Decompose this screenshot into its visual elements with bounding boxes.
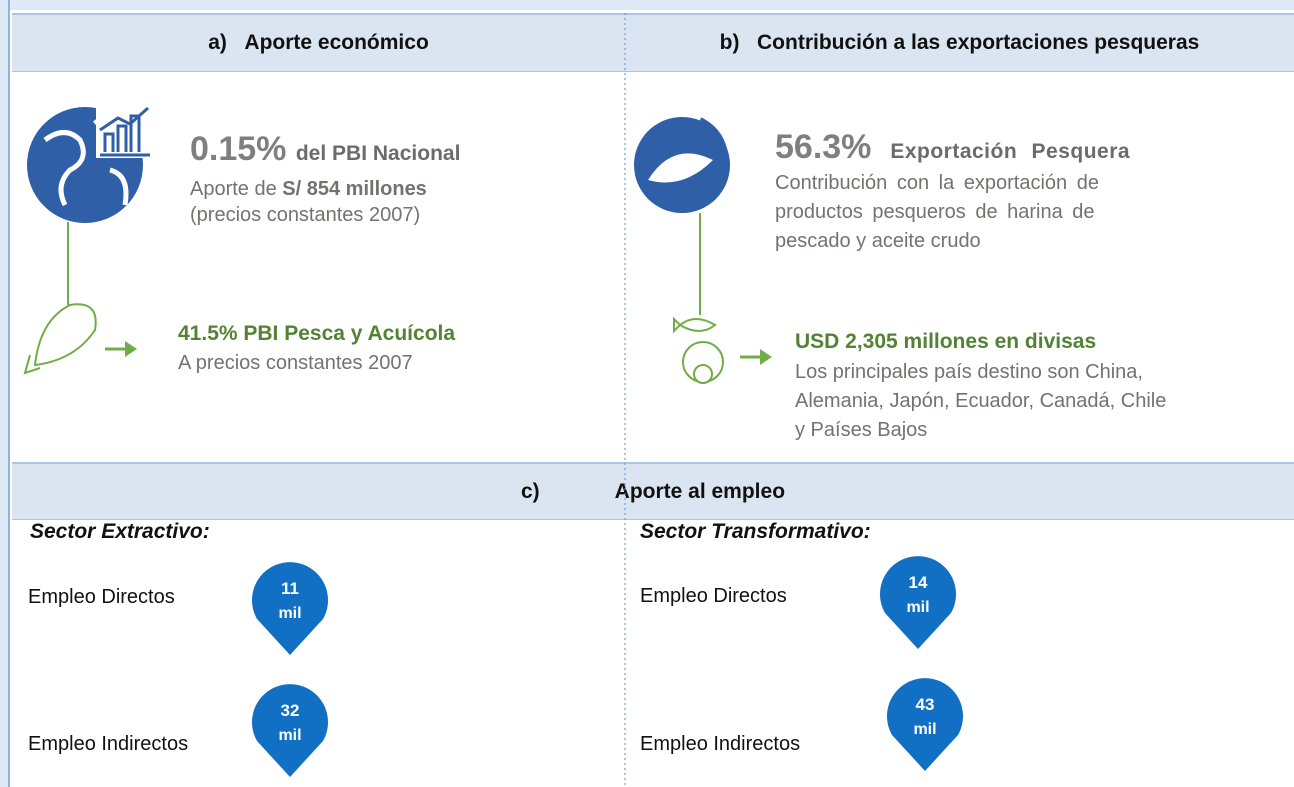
- sector-name: Sector Transformativo:: [640, 520, 871, 543]
- figure-value: 0.15%: [190, 130, 287, 168]
- figure-label: del PBI Nacional: [295, 142, 461, 165]
- line: y Países Bajos: [795, 419, 928, 441]
- letter: b): [719, 31, 740, 54]
- line: productos pesqueros de harina de: [775, 201, 1095, 223]
- line: Aporte de S/ 854 millones: [190, 178, 427, 201]
- title: Contribución a las exportaciones pesquer…: [757, 31, 1200, 54]
- pin: 43 mil: [887, 678, 963, 771]
- top-border: [0, 0, 1294, 10]
- item-label: Empleo Indirectos: [640, 733, 801, 755]
- pin-shape: [252, 562, 328, 655]
- line: pescado y aceite crudo: [775, 230, 981, 252]
- fish-globe-icon: [634, 117, 730, 213]
- figure-value: 56.3%: [775, 128, 872, 166]
- letter: c): [520, 479, 540, 503]
- title: Aporte al empleo: [614, 479, 786, 503]
- pin: 11 mil: [252, 562, 328, 655]
- pin-shape: [252, 684, 328, 777]
- title: Aporte económico: [244, 31, 429, 54]
- letter: a): [208, 31, 227, 54]
- pin-unit: mil: [278, 727, 301, 744]
- item-label: Empleo Directos: [28, 586, 175, 608]
- text-bold: S/ 854 millones: [282, 178, 427, 200]
- item-label: Empleo Directos: [640, 585, 787, 607]
- pin: 32 mil: [252, 684, 328, 777]
- pin-shape: [880, 556, 956, 649]
- header-b: b) Contribución a las exportaciones pesq…: [625, 13, 1294, 72]
- pin-unit: mil: [913, 721, 936, 738]
- item-label: Empleo Indirectos: [28, 733, 189, 755]
- figure-label: Exportación Pesquera: [890, 140, 1131, 163]
- pin: 14 mil: [880, 556, 956, 649]
- fish-icon: [23, 303, 97, 375]
- line: Los principales país destino son China,: [795, 361, 1143, 383]
- line: Contribución con la exportación de: [775, 172, 1099, 194]
- line: Alemania, Japón, Ecuador, Canadá, Chile: [795, 390, 1167, 412]
- sector-name: Sector Extractivo:: [30, 520, 210, 543]
- header-c: c) Aporte al empleo: [12, 462, 1294, 520]
- globe-icon: [27, 107, 143, 223]
- sub-headline: USD 2,305 millones en divisas: [795, 330, 1097, 353]
- pin-value: 11: [281, 579, 299, 598]
- pin-value: 43: [916, 695, 935, 714]
- pin-unit: mil: [278, 605, 301, 622]
- pin-unit: mil: [906, 599, 929, 616]
- pin-value: 32: [281, 701, 300, 720]
- pin-value: 14: [909, 573, 928, 592]
- figure: 56.3% Exportación Pesquera: [775, 128, 1130, 167]
- figure: 0.15% del PBI Nacional: [190, 130, 460, 169]
- left-border: [0, 0, 10, 787]
- line: (precios constantes 2007): [190, 204, 421, 226]
- line: A precios constantes 2007: [178, 352, 413, 374]
- text: Aporte de: [190, 178, 277, 200]
- header-a: a) Aporte económico: [12, 13, 625, 72]
- sub-headline: 41.5% PBI Pesca y Acuícola: [178, 322, 456, 345]
- pin-shape: [887, 678, 963, 771]
- export-icon: [673, 316, 717, 334]
